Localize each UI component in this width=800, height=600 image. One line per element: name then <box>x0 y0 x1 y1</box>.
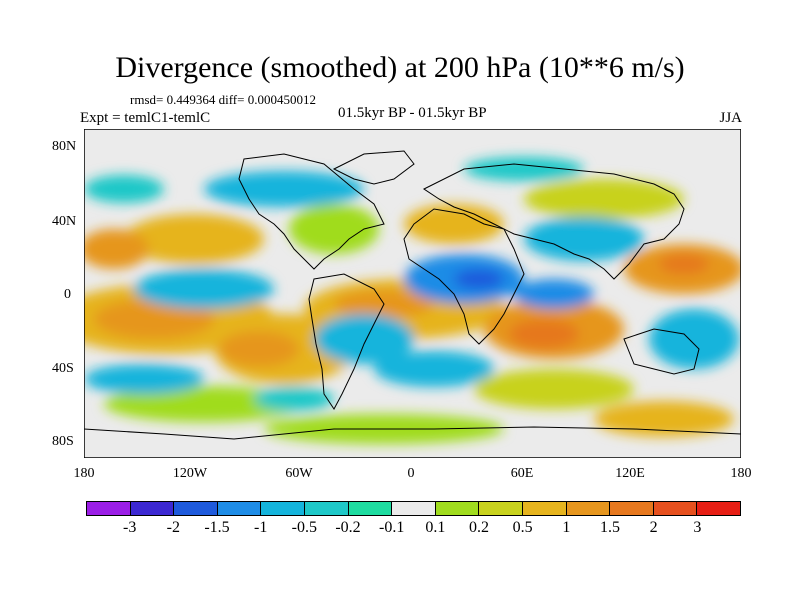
colorbar-swatch <box>697 502 740 515</box>
experiment-label: Expt = temlC1-temlC <box>80 110 211 126</box>
colorbar-label: -0.2 <box>335 519 361 536</box>
colorbar-label: -2 <box>166 519 180 536</box>
colorbar-label: -1.5 <box>204 519 230 536</box>
lon-label-60e: 60E <box>510 466 534 481</box>
lon-label-60w: 60W <box>285 466 313 481</box>
lat-label-40s: 40S <box>52 361 74 376</box>
period-label: 01.5kyr BP - 01.5kyr BP <box>338 105 487 121</box>
colorbar-label: 0.1 <box>425 519 446 536</box>
colorbar-label: 0.5 <box>512 519 533 536</box>
lat-label-80s: 80S <box>52 434 74 449</box>
colorbar-label: -0.5 <box>291 519 317 536</box>
colorbar-swatch <box>479 502 523 515</box>
colorbar-label: 1 <box>562 519 571 536</box>
lon-label-120e: 120E <box>615 466 645 481</box>
lon-label-180e: 180 <box>730 466 752 481</box>
colorbar-swatch <box>522 502 567 515</box>
colorbar-swatch <box>392 502 436 515</box>
divergence-map <box>84 129 741 458</box>
plot-title: Divergence (smoothed) at 200 hPa (10**6 … <box>115 51 685 84</box>
season-label: JJA <box>719 110 742 126</box>
lat-label-40n: 40N <box>52 214 77 229</box>
colorbar-label: 0.2 <box>469 519 489 536</box>
colorbar-label: 2 <box>649 519 658 536</box>
divergence-field <box>84 157 741 444</box>
colorbar-swatch <box>348 502 393 515</box>
colorbar-label: -3 <box>122 519 137 536</box>
lon-label-120w: 120W <box>172 466 208 481</box>
colorbar-swatch <box>261 502 305 515</box>
colorbar-label: -0.1 <box>378 519 405 536</box>
colorbar-label: -1 <box>253 519 268 536</box>
coastlines <box>84 150 741 440</box>
colorbar-label: 1.5 <box>600 519 620 536</box>
lat-label-eq: 0 <box>64 287 71 302</box>
lat-label-80n: 80N <box>52 139 77 154</box>
rmsd-diff-stats: rmsd= 0.449364 diff= 0.000450012 <box>130 92 316 107</box>
colorbar-swatch <box>304 502 349 515</box>
lon-label-0: 0 <box>407 466 415 481</box>
colorbar <box>86 501 741 516</box>
colorbar-swatch <box>174 502 218 515</box>
colorbar-swatch <box>610 502 654 515</box>
colorbar-swatch <box>566 502 611 515</box>
lon-label-180w: 180 <box>73 466 95 481</box>
colorbar-swatch <box>653 502 698 515</box>
colorbar-swatch <box>217 502 262 515</box>
colorbar-swatch <box>87 502 131 515</box>
colorbar-swatch <box>435 502 480 515</box>
colorbar-label: 3 <box>693 519 702 536</box>
colorbar-swatch <box>130 502 175 515</box>
